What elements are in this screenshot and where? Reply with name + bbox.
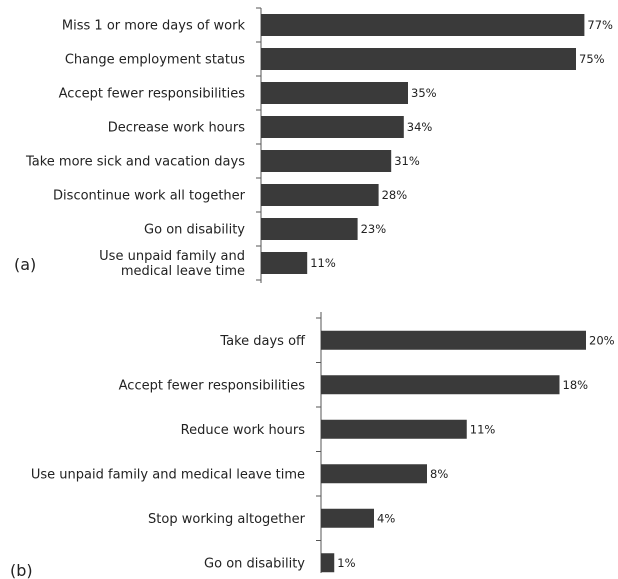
data-label: 18% — [563, 378, 589, 392]
chart-panel-b: 20% Take days off 18% Accept fewer responsi… — [10, 312, 615, 579]
bar — [321, 464, 427, 484]
category-label: Take more sick and vacation days — [25, 155, 245, 170]
category-label-line: Take more sick and vacation days — [25, 155, 245, 170]
category-label-line: Accept fewer responsibilities — [119, 378, 306, 393]
category-label-line: Reduce work hours — [181, 423, 306, 438]
category-label-line: Use unpaid family and — [99, 249, 245, 264]
category-label: Reduce work hours — [181, 423, 306, 438]
category-label-line: Go on disability — [204, 556, 305, 571]
bar — [261, 252, 308, 274]
category-label: Use unpaid family and medical leave time — [31, 467, 305, 482]
bar — [321, 553, 335, 573]
data-label: 8% — [430, 467, 448, 481]
category-label: Use unpaid family and medical leave time — [99, 249, 245, 279]
category-label: Miss 1 or more days of work — [62, 19, 246, 34]
category-label-line: Discontinue work all together — [53, 189, 246, 204]
category-label: Go on disability — [144, 223, 245, 238]
category-label-line: Go on disability — [144, 223, 245, 238]
bar — [321, 419, 467, 439]
bar — [261, 82, 408, 104]
data-label: 35% — [411, 86, 437, 100]
data-label: 31% — [394, 154, 420, 168]
bar — [261, 184, 379, 206]
chart-panel-a: 77% Miss 1 or more days of work 75% Change … — [14, 7, 613, 283]
data-label: 1% — [337, 556, 355, 570]
bar — [321, 508, 374, 528]
bar — [321, 375, 560, 395]
bar — [261, 218, 358, 240]
panel-label-b: (b) — [10, 561, 33, 579]
category-label: Stop working altogether — [148, 512, 306, 527]
bar — [261, 116, 404, 138]
category-label: Accept fewer responsibilities — [119, 378, 306, 393]
data-label: 11% — [310, 256, 336, 270]
category-label-line: Accept fewer responsibilities — [59, 87, 246, 102]
data-label: 4% — [377, 511, 395, 525]
data-label: 75% — [579, 52, 605, 66]
data-label: 23% — [361, 222, 387, 236]
category-label-line: Stop working altogether — [148, 512, 306, 527]
category-label: Go on disability — [204, 556, 305, 571]
category-label-line: Change employment status — [65, 53, 245, 68]
bar — [261, 150, 392, 172]
data-label: 28% — [382, 188, 408, 202]
category-label: Take days off — [219, 334, 306, 349]
category-label: Accept fewer responsibilities — [59, 87, 246, 102]
bar — [321, 330, 586, 350]
category-label: Discontinue work all together — [53, 189, 246, 204]
category-label: Change employment status — [65, 53, 245, 68]
bar — [261, 14, 585, 36]
data-label: 20% — [589, 333, 615, 347]
data-label: 11% — [470, 422, 496, 436]
data-label: 34% — [407, 120, 433, 134]
category-label-line: Miss 1 or more days of work — [62, 19, 246, 34]
category-label-line: Use unpaid family and medical leave time — [31, 467, 305, 482]
data-label: 77% — [587, 18, 613, 32]
category-label-line: medical leave time — [121, 264, 245, 279]
category-label: Decrease work hours — [108, 121, 245, 136]
category-label-line: Decrease work hours — [108, 121, 245, 136]
category-label-line: Take days off — [219, 334, 306, 349]
panel-label-a: (a) — [14, 255, 36, 274]
bar — [261, 48, 576, 70]
